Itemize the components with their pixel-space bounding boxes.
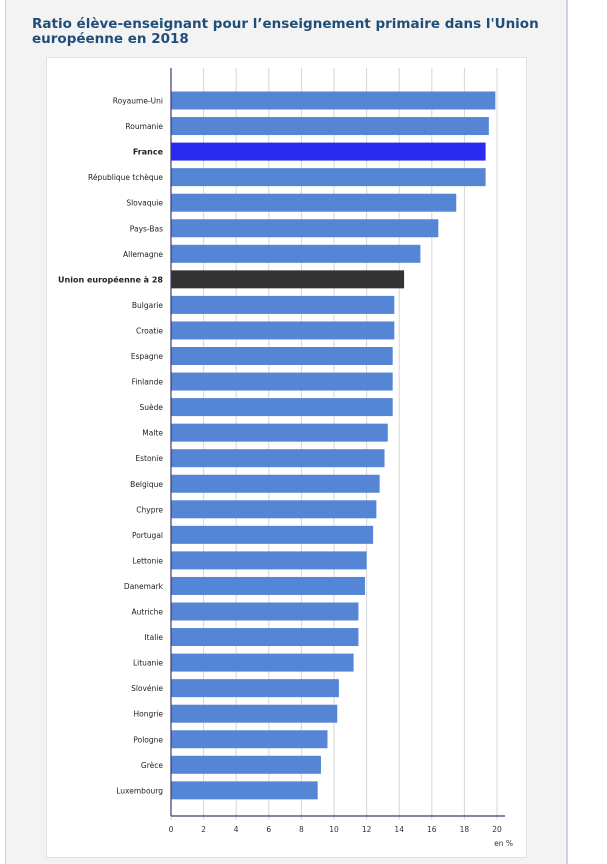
category-label: Estonie — [135, 454, 163, 463]
category-label: Pologne — [133, 735, 163, 744]
category-label: Lituanie — [133, 659, 163, 668]
bar — [171, 500, 377, 519]
x-tick-label: 2 — [201, 825, 206, 834]
category-label: Espagne — [131, 352, 164, 361]
bar — [171, 755, 321, 774]
x-tick-label: 8 — [299, 825, 304, 834]
bar — [171, 295, 395, 314]
bar — [171, 142, 486, 161]
x-tick-label: 4 — [234, 825, 239, 834]
bar — [171, 474, 380, 493]
bar — [171, 602, 359, 621]
category-label: Chypre — [136, 505, 163, 514]
bar — [171, 347, 393, 365]
bar — [171, 193, 457, 212]
category-label: Pays-Bas — [130, 224, 163, 233]
bar — [171, 398, 393, 417]
category-label: Croatie — [136, 326, 163, 335]
category-label: Bulgarie — [132, 301, 164, 310]
category-label: Royaume-Uni — [113, 97, 163, 106]
category-label: France — [133, 148, 164, 157]
x-tick-label: 6 — [266, 825, 271, 834]
bar — [171, 321, 395, 340]
bar — [171, 525, 374, 544]
bar — [171, 219, 439, 238]
bar — [171, 270, 405, 289]
bar — [171, 91, 496, 110]
category-label: Belgique — [130, 480, 163, 489]
bar — [171, 117, 489, 136]
category-label: Suède — [139, 403, 163, 412]
category-label: Finlande — [132, 378, 164, 387]
category-label: Malte — [142, 429, 163, 438]
category-label: Autriche — [132, 608, 164, 617]
x-tick-label: 0 — [169, 825, 174, 834]
category-label: Slovaquie — [126, 199, 163, 208]
category-label: Union européenne à 28 — [58, 274, 163, 284]
category-label: Lettonie — [132, 556, 163, 565]
x-tick-label: 12 — [362, 825, 372, 834]
bar — [171, 372, 393, 391]
bar — [171, 653, 354, 672]
category-label: Roumanie — [125, 122, 163, 131]
x-tick-label: 18 — [460, 825, 470, 834]
category-label: Grèce — [141, 761, 163, 770]
x-axis-label: en % — [494, 839, 513, 848]
bar — [171, 781, 318, 800]
bar — [171, 551, 367, 570]
category-label: Hongrie — [133, 710, 163, 719]
x-tick-label: 20 — [492, 825, 502, 834]
bar — [171, 168, 486, 187]
bar — [171, 244, 421, 263]
bar — [171, 730, 328, 749]
category-label: Italie — [144, 633, 163, 642]
x-tick-label: 16 — [427, 825, 437, 834]
category-label: Allemagne — [123, 250, 163, 259]
bar — [171, 679, 339, 698]
x-tick-label: 14 — [394, 825, 404, 834]
bar — [171, 628, 359, 647]
bar — [171, 576, 365, 595]
bar — [171, 449, 385, 468]
category-label: Slovénie — [131, 684, 163, 693]
category-label: Portugal — [132, 531, 163, 540]
category-label: République tchèque — [88, 173, 163, 182]
bar — [171, 704, 338, 723]
category-label: Danemark — [124, 582, 164, 591]
chart-title: Ratio élève-enseignant pour l’enseigneme… — [32, 16, 539, 47]
category-label: Luxembourg — [116, 786, 163, 795]
bar — [171, 423, 388, 442]
x-tick-label: 10 — [329, 825, 339, 834]
